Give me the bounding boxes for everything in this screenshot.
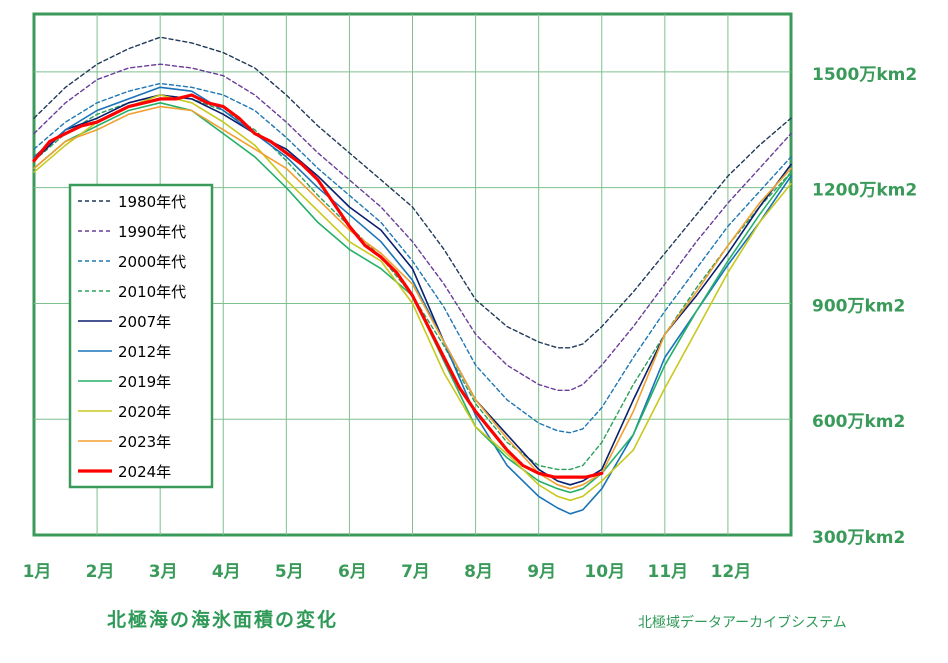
credit-text: 北極域データアーカイブシステム bbox=[638, 614, 847, 631]
legend-box bbox=[68, 183, 214, 489]
legend-label: 1980年代 bbox=[118, 193, 186, 211]
legend-label: 2007年 bbox=[118, 313, 171, 331]
series-line-2 bbox=[33, 63, 792, 391]
month-tick-labels: 1月 2月 3月 4月 5月 6月 7月 8月 9月 10月 11月 12月 bbox=[23, 562, 752, 582]
series-lines bbox=[32, 36, 792, 515]
month-tick-label: 12月 bbox=[711, 562, 752, 582]
legend: 1980年代 1990年代 2000年代 2010年代 2007年 2012年 2019年 2… bbox=[68, 183, 214, 489]
month-tick-label: 2月 bbox=[86, 562, 115, 582]
month-tick-label: 5月 bbox=[275, 562, 304, 582]
month-tick-label: 6月 bbox=[338, 562, 367, 582]
legend-label: 1990年代 bbox=[118, 223, 186, 241]
chart-title: 北極海の海氷面積の変化 bbox=[107, 608, 338, 631]
month-tick-label: 3月 bbox=[149, 562, 178, 582]
y-tick-labels: 300万km2 600万km2 900万km2 1200万km2 1500万km2 bbox=[812, 65, 917, 548]
series-line-3 bbox=[33, 82, 792, 434]
legend-label: 2010年代 bbox=[118, 283, 186, 301]
legend-label: 2020年 bbox=[118, 403, 171, 421]
y-tick-label: 1500万km2 bbox=[812, 65, 917, 85]
y-tick-label: 600万km2 bbox=[812, 412, 905, 432]
month-tick-label: 4月 bbox=[212, 562, 241, 582]
legend-label: 2012年 bbox=[118, 343, 171, 361]
series-line-7 bbox=[33, 102, 792, 494]
legend-label: 2019年 bbox=[118, 373, 171, 391]
month-tick-label: 8月 bbox=[464, 562, 493, 582]
series-line-9 bbox=[33, 105, 792, 490]
month-tick-label: 9月 bbox=[527, 562, 556, 582]
series-line-1 bbox=[33, 36, 792, 349]
y-tick-label: 900万km2 bbox=[812, 296, 905, 316]
month-tick-label: 7月 bbox=[401, 562, 430, 582]
month-tick-label: 1月 bbox=[23, 562, 52, 582]
month-tick-label: 10月 bbox=[584, 562, 625, 582]
legend-label: 2023年 bbox=[118, 433, 171, 451]
y-tick-label: 1200万km2 bbox=[812, 181, 917, 201]
legend-label: 2000年代 bbox=[118, 253, 186, 271]
legend-label: 2024年 bbox=[118, 463, 171, 481]
month-tick-label: 11月 bbox=[647, 562, 688, 582]
y-tick-label: 300万km2 bbox=[812, 528, 905, 548]
series-line-10 bbox=[32, 93, 604, 479]
